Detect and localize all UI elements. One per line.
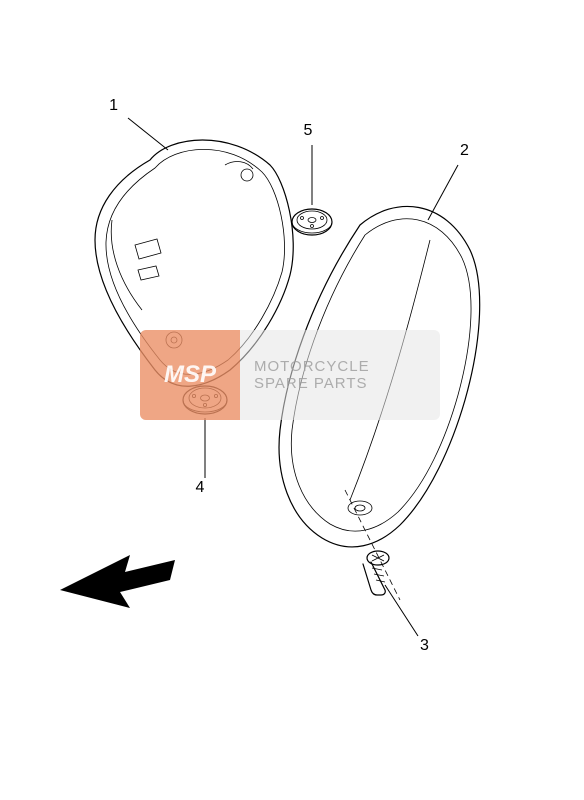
callout-4-label: 4 (196, 479, 205, 496)
callout-3-label: 3 (420, 637, 429, 654)
watermark-text: MOTORCYCLE SPARE PARTS (240, 358, 370, 392)
callout-5-label: 5 (304, 122, 313, 139)
callout-1-label: 1 (109, 97, 118, 114)
part-screw (363, 551, 389, 595)
watermark-logo-text: MSP (164, 361, 216, 389)
part-grommet-upper (292, 209, 332, 235)
watermark-line1: MOTORCYCLE (254, 358, 370, 375)
direction-arrow (60, 555, 175, 608)
watermark-line2: SPARE PARTS (254, 375, 370, 392)
assembly-axis (345, 490, 400, 600)
watermark-logo: MSP (140, 330, 240, 420)
watermark: MSP MOTORCYCLE SPARE PARTS (140, 330, 440, 420)
callout-2-label: 2 (460, 142, 469, 159)
